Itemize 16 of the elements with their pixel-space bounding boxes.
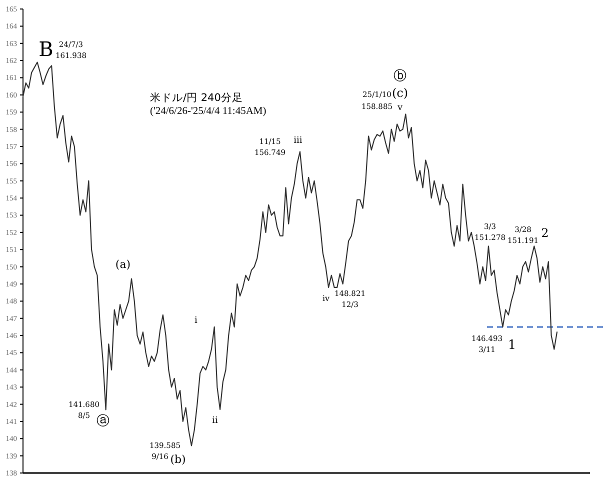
line-series — [22, 62, 558, 446]
annotation: 1 — [508, 338, 516, 353]
annotation: ii — [212, 416, 218, 426]
annotation: (c) — [392, 86, 408, 100]
annotation: B — [38, 37, 54, 61]
annotation: i — [194, 316, 198, 326]
annotation: (b) — [170, 453, 186, 466]
annotation: iv — [322, 294, 330, 303]
annotation: v — [396, 103, 404, 113]
annotation: 2 — [541, 226, 549, 240]
text: 米ドル/円 240分足 — [150, 91, 243, 104]
annotation: ⓐ — [96, 414, 110, 429]
annotation: ⓑ — [394, 69, 406, 84]
text: ('24/6/26-'25/4/4 11:45AM) — [150, 106, 267, 117]
annotation: (a) — [115, 258, 131, 271]
annotation: iii — [294, 136, 302, 146]
